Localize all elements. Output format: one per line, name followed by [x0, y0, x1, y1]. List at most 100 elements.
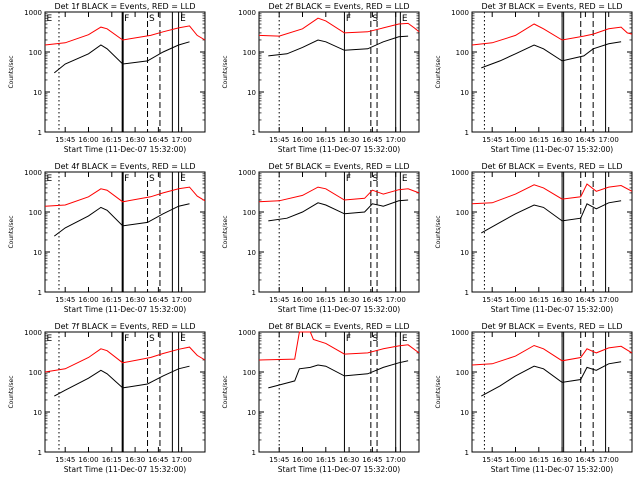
plot-frame [44, 11, 206, 133]
plot-frame [471, 11, 633, 133]
detector-plot: Det 2f BLACK = Events, RED = LLD Counts/s… [222, 2, 420, 154]
x-tick-label: 15:45 [269, 296, 289, 304]
y-tick-label: 1000 [238, 169, 256, 177]
y-tick-label: 1 [252, 449, 256, 457]
y-tick-label: 10 [33, 409, 42, 417]
x-axis-label: Start Time (11-Dec-07 15:32:00) [278, 305, 400, 314]
series-line [481, 41, 622, 69]
x-tick-label: 17:00 [386, 296, 406, 304]
detector-plot: Det 3f BLACK = Events, RED = LLD Counts/s… [435, 2, 633, 154]
x-axis-label: Start Time (11-Dec-07 15:32:00) [278, 145, 400, 154]
y-tick-label: 100 [456, 49, 469, 57]
plot-frame [471, 171, 633, 293]
series-line [53, 203, 190, 237]
x-tick-label: 16:00 [292, 136, 312, 144]
x-axis-label: Start Time (11-Dec-07 15:32:00) [491, 145, 613, 154]
y-axis-label: Counts/sec [435, 375, 442, 408]
y-axis-label: Counts/sec [8, 375, 15, 408]
x-tick-label: 16:30 [125, 456, 145, 464]
y-tick-label: 1 [252, 289, 256, 297]
plot-frame [44, 171, 206, 293]
x-tick-label: 16:15 [316, 136, 336, 144]
x-tick-label: 17:00 [599, 136, 619, 144]
x-tick-label: 17:00 [599, 296, 619, 304]
x-tick-label: 16:45 [148, 296, 168, 304]
event-marker-label: S [372, 14, 378, 24]
plot-title: Det 7f BLACK = Events, RED = LLD [54, 322, 195, 331]
series-line [268, 199, 409, 222]
y-axis-label: Counts/sec [222, 55, 229, 88]
plot-frame [471, 331, 633, 453]
x-tick-label: 16:15 [529, 456, 549, 464]
series-line [481, 200, 622, 234]
x-tick-label: 16:00 [505, 136, 525, 144]
plot-frame [258, 171, 420, 293]
x-tick-label: 16:15 [316, 456, 336, 464]
x-tick-label: 15:45 [482, 136, 502, 144]
x-tick-label: 16:45 [575, 136, 595, 144]
y-tick-label: 1 [465, 289, 469, 297]
event-marker-label: S [149, 334, 155, 344]
event-marker-label: F [124, 14, 129, 24]
x-tick-label: 17:00 [599, 456, 619, 464]
plot-title: Det 4f BLACK = Events, RED = LLD [54, 162, 195, 171]
x-tick-label: 15:45 [55, 136, 75, 144]
series-line [44, 186, 206, 207]
x-tick-label: 16:15 [102, 296, 122, 304]
event-marker-label: F [346, 14, 351, 24]
series-line [53, 41, 190, 74]
event-marker-label: F [124, 174, 129, 184]
x-tick-label: 16:00 [292, 456, 312, 464]
event-marker-label: E [402, 174, 408, 184]
event-marker-label: F [124, 334, 129, 344]
x-tick-label: 15:45 [482, 296, 502, 304]
x-tick-label: 16:00 [78, 456, 98, 464]
plot-frame [258, 331, 420, 453]
x-tick-label: 16:45 [362, 136, 382, 144]
x-tick-label: 15:45 [55, 456, 75, 464]
detector-plot: Det 1f BLACK = Events, RED = LLD Counts/s… [8, 2, 206, 154]
series-line [258, 331, 420, 361]
y-tick-label: 10 [247, 409, 256, 417]
plot-title: Det 3f BLACK = Events, RED = LLD [481, 2, 622, 11]
x-tick-label: 16:45 [362, 296, 382, 304]
y-axis-label: Counts/sec [8, 215, 15, 248]
y-tick-label: 1000 [24, 329, 42, 337]
x-tick-label: 15:45 [55, 296, 75, 304]
x-axis-label: Start Time (11-Dec-07 15:32:00) [278, 465, 400, 474]
y-tick-label: 100 [243, 369, 256, 377]
x-tick-label: 16:45 [575, 456, 595, 464]
y-axis-label: Counts/sec [8, 55, 15, 88]
plot-frame [258, 11, 420, 133]
y-tick-label: 1000 [451, 329, 469, 337]
series-line [54, 365, 190, 397]
y-tick-label: 1000 [238, 9, 256, 17]
y-axis-label: Counts/sec [222, 215, 229, 248]
event-marker-label: S [372, 334, 378, 344]
y-tick-label: 1000 [451, 9, 469, 17]
y-tick-label: 10 [247, 89, 256, 97]
x-tick-label: 16:45 [148, 456, 168, 464]
x-axis-label: Start Time (11-Dec-07 15:32:00) [64, 305, 186, 314]
x-tick-label: 15:45 [269, 456, 289, 464]
event-marker-label: F [346, 174, 351, 184]
event-marker-label: S [372, 174, 378, 184]
y-tick-label: 100 [243, 49, 256, 57]
x-tick-label: 15:45 [482, 456, 502, 464]
y-tick-label: 100 [243, 209, 256, 217]
x-tick-label: 16:15 [529, 136, 549, 144]
x-tick-label: 17:00 [386, 456, 406, 464]
y-tick-label: 1000 [238, 329, 256, 337]
x-axis-label: Start Time (11-Dec-07 15:32:00) [491, 305, 613, 314]
x-tick-label: 16:00 [505, 456, 525, 464]
series-line [471, 23, 633, 46]
event-marker-label: E [402, 14, 408, 24]
x-tick-label: 17:00 [172, 296, 192, 304]
y-tick-label: 1 [252, 129, 256, 137]
x-tick-label: 16:30 [339, 296, 359, 304]
y-tick-label: 100 [29, 49, 42, 57]
plot-title: Det 8f BLACK = Events, RED = LLD [268, 322, 409, 331]
y-tick-label: 10 [247, 249, 256, 257]
detector-plot: Det 4f BLACK = Events, RED = LLD Counts/s… [8, 162, 206, 314]
y-tick-label: 1 [38, 129, 42, 137]
